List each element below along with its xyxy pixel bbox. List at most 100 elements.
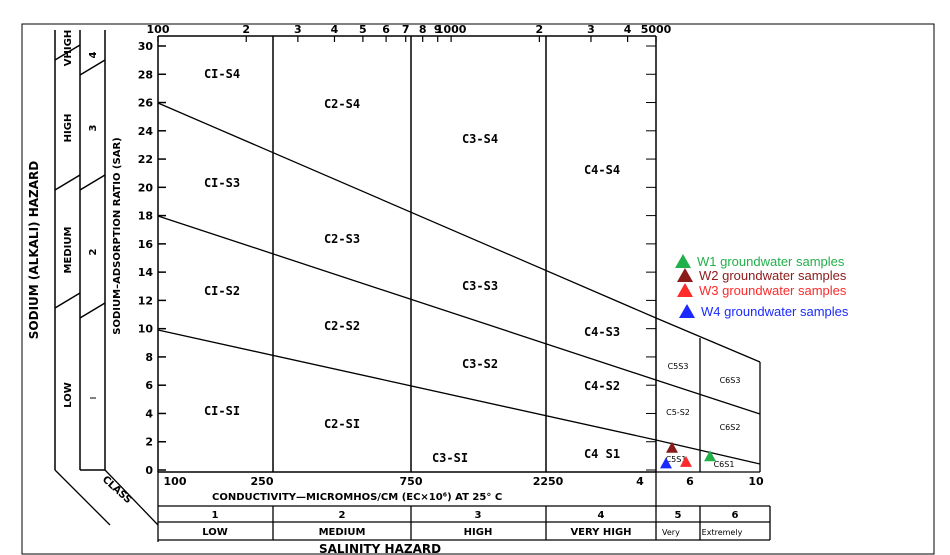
sample-point — [666, 441, 678, 453]
salinity-class-name: Very — [662, 528, 680, 537]
y-tick-label: 20 — [138, 181, 154, 194]
x-top-tick-label: 100 — [147, 23, 170, 36]
y-tick-label: 2 — [145, 436, 153, 449]
x-bottom-tick-label: 4 — [636, 475, 644, 488]
y-tick-label: 12 — [138, 294, 153, 307]
sodium-level-medium: MEDIUM — [63, 227, 74, 274]
zone-label: C6S1 — [714, 460, 735, 469]
legend-label: W4 groundwater samples — [701, 304, 849, 319]
zone-label: C6S3 — [720, 376, 741, 385]
y-tick-label: 10 — [138, 323, 154, 336]
zone-label: C6S2 — [720, 423, 741, 432]
salinity-class-name: HIGH — [464, 527, 493, 538]
x-bottom-tick-label: 2250 — [533, 475, 564, 488]
zone-label: C4-S4 — [584, 163, 620, 177]
x-axis-label: CONDUCTIVITY—MICROMHOS/CM (EC×10⁶) AT 25… — [212, 492, 502, 503]
legend-marker — [679, 304, 695, 318]
zone-label: C3-S2 — [462, 357, 498, 371]
y-tick-label: 14 — [138, 266, 154, 279]
zone-label: CI-S3 — [204, 176, 240, 190]
extension-panel — [656, 338, 761, 473]
salinity-class-number: 4 — [598, 510, 605, 521]
x-top-tick-label: 7 — [402, 23, 410, 36]
salinity-class-number: 6 — [732, 510, 739, 521]
salinity-class-number: 3 — [475, 510, 482, 521]
salinity-class-name: VERY HIGH — [570, 527, 631, 538]
y-tick-label: 30 — [138, 40, 154, 53]
sodium-class-4: 4 — [88, 51, 99, 58]
x-bottom-tick-label: 250 — [251, 475, 274, 488]
legend-label: W2 groundwater samples — [699, 268, 847, 283]
plot-area — [157, 35, 657, 473]
x-bottom-tick-label: 100 — [164, 475, 187, 488]
sodium-hazard-panel — [54, 30, 106, 471]
legend-label: W1 groundwater samples — [697, 254, 845, 269]
salinity-class-bar — [54, 469, 771, 542]
legend-marker — [677, 283, 693, 297]
zone-label: C4 S1 — [584, 447, 620, 461]
zone-labels: CI-S4 CI-S3 CI-S2 CI-SI C2-S4 C2-S3 C2-S2 C2-SI… — [204, 67, 740, 469]
salinity-class-number: 2 — [339, 510, 346, 521]
sodium-hazard-title: SODIUM (ALKALI) HAZARD — [27, 161, 41, 339]
zone-label: C5S1 — [666, 455, 687, 464]
image-frame — [21, 23, 935, 555]
y-tick-label: 22 — [138, 153, 153, 166]
zone-label: C3-S3 — [462, 279, 498, 293]
sodium-level-low: LOW — [63, 382, 74, 408]
salinity-class-number: 5 — [675, 510, 682, 521]
zone-label: C5-S2 — [666, 408, 690, 417]
zone-label: C4-S2 — [584, 379, 620, 393]
sample-point — [704, 450, 716, 462]
zone-label: C2-S4 — [324, 97, 360, 111]
zone-label: C2-S2 — [324, 319, 360, 333]
zone-label: CI-SI — [204, 404, 240, 418]
x-axis-bottom-ticks: 100 250 750 2250 4 6 10 — [164, 475, 764, 488]
y-axis-label: SODIUM–ADSORPTION RATIO (SAR) — [112, 137, 123, 334]
sample-points — [660, 441, 716, 469]
x-top-tick-label: 9 — [434, 23, 442, 36]
x-top-tick-label: 8 — [419, 23, 427, 36]
y-tick-label: 28 — [138, 68, 153, 81]
salinity-class-name: MEDIUM — [319, 527, 366, 538]
x-top-tick-label: 3 — [294, 23, 302, 36]
x-bottom-tick-label: 6 — [686, 475, 694, 488]
y-tick-label: 18 — [138, 210, 153, 223]
legend-marker — [677, 268, 693, 282]
x-top-tick-label: 1000 — [436, 23, 467, 36]
x-top-tick-label: 4 — [331, 23, 339, 36]
x-bottom-tick-label: 750 — [400, 475, 423, 488]
zone-label: C4-S3 — [584, 325, 620, 339]
y-tick-label: 26 — [138, 97, 154, 110]
x-top-tick-label: 3 — [587, 23, 595, 36]
sodium-level-high: HIGH — [63, 114, 74, 143]
zone-label: C3-SI — [432, 451, 468, 465]
salinity-hazard-title: SALINITY HAZARD — [319, 542, 441, 555]
y-tick-label: 24 — [138, 125, 154, 138]
y-tick-label: 6 — [145, 379, 153, 392]
salinity-class-number: 1 — [212, 510, 219, 521]
x-top-tick-label: 2 — [242, 23, 250, 36]
x-bottom-tick-label: 10 — [748, 475, 764, 488]
x-top-tick-label: 5000 — [641, 23, 672, 36]
sample-point — [680, 455, 692, 467]
zone-label: C2-S3 — [324, 232, 360, 246]
zone-label: C5S3 — [668, 362, 689, 371]
sodium-level-vhigh: VHIGH — [63, 30, 74, 66]
legend-label: W3 groundwater samples — [699, 283, 847, 298]
zone-label: C2-SI — [324, 417, 360, 431]
zone-label: C3-S4 — [462, 132, 498, 146]
legend-marker — [675, 254, 691, 268]
x-top-tick-label: 6 — [382, 23, 390, 36]
zone-label: CI-S4 — [204, 67, 240, 81]
x-top-tick-label: 2 — [536, 23, 544, 36]
y-tick-label: 0 — [145, 464, 153, 477]
salinity-class-name: LOW — [202, 527, 228, 538]
sodium-class-2: 2 — [88, 248, 99, 255]
salinity-class-name: Extremely — [702, 528, 743, 537]
salinity-classes: 1 2 3 4 5 6 LOW MEDIUM HIGH VERY HIGH Very Extremel… — [202, 510, 742, 538]
y-tick-label: 4 — [145, 407, 153, 420]
